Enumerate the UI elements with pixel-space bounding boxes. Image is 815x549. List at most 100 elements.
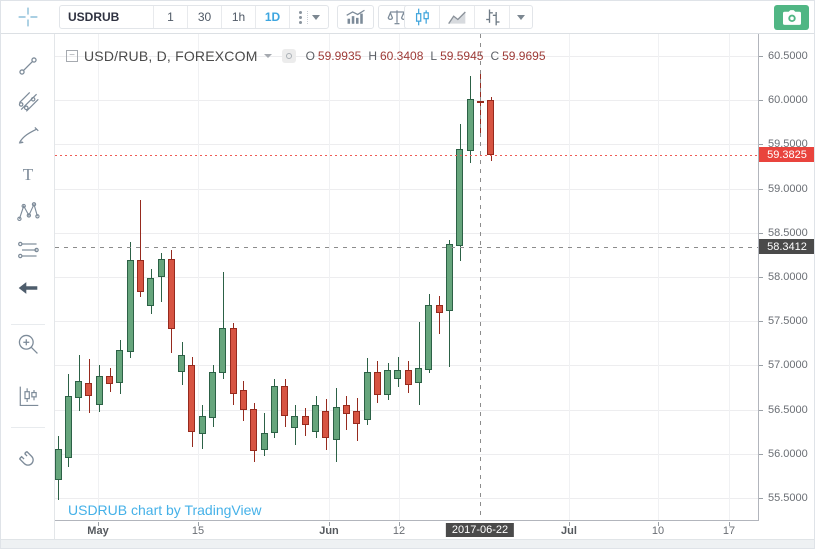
text-tool[interactable]: T [14,160,42,188]
eye-icon[interactable] [281,49,296,63]
crosshair-price-badge: 58.3412 [759,239,814,254]
tradingview-attribution-link[interactable]: USDRUB chart by TradingView [68,502,262,518]
top-toolbar: USDRUB 1 30 1h 1D [1,1,814,34]
candle-body [343,405,350,414]
price-axis[interactable]: 60.5000 60.0000 59.5000 59.0000 58.5000 58.00… [759,34,814,521]
legend: − USD/RUB, D, FOREXCOM O 59.9935 H 60.3408… [66,48,546,64]
crosshair-vertical-line [480,34,481,520]
interval-1h-button[interactable]: 1h [222,6,256,28]
forecast-tool[interactable] [14,236,42,264]
candle-body [219,328,226,374]
candle-body [322,411,329,438]
bars-style-button[interactable] [475,6,510,28]
candle-wick [419,322,420,406]
trend-line-tool[interactable] [14,52,42,80]
time-tick-label: 15 [191,525,205,537]
candles-style-button[interactable] [405,6,440,28]
more-intervals-button[interactable] [290,6,328,28]
symbol-field[interactable]: USDRUB [60,6,154,28]
crosshair-date-badge: 2017-06-22 [445,523,515,537]
price-tick-label: 60.0000 [768,94,808,107]
collapse-icon[interactable]: − [66,50,78,62]
candle-body [250,408,257,452]
candle-body [405,369,412,385]
price-tick-label: 58.0000 [768,271,808,283]
xabcd-pattern-tool[interactable] [14,198,42,226]
area-chart-icon [448,11,466,25]
interval-1m-button[interactable]: 1 [154,6,188,28]
indicators-icon [345,9,365,24]
price-tick-label: 57.5000 [768,315,808,328]
time-tick-label: 12 [392,525,406,537]
time-tick-label: 10 [651,525,665,537]
candle-body [65,396,72,459]
candle-body [487,100,494,155]
chart-pane[interactable]: − USD/RUB, D, FOREXCOM O 59.9935 H 60.3408… [55,34,759,521]
crosshair-tool-button[interactable] [1,1,55,33]
candle-body [384,369,391,395]
candle-body [158,259,165,277]
chevron-down-icon [311,14,320,20]
candles-icon [415,8,429,26]
interval-1d-button[interactable]: 1D [256,6,290,28]
chevron-down-icon [517,14,525,20]
time-axis[interactable]: May 15 Jun 12 Jul 10 17 2017-06-22 [55,522,759,538]
zoom-in-icon [18,334,38,354]
legend-title: USD/RUB, D, FOREXCOM [84,48,258,64]
candle-body [188,365,195,432]
sidebar-separator [11,427,45,428]
hide-drawings-arrow[interactable] [14,274,42,302]
candle-body [415,368,422,384]
pitchfork-icon [18,92,39,112]
zoom-in-tool[interactable] [14,330,42,358]
last-price-line [55,155,758,156]
candle-body [446,244,453,311]
area-style-button[interactable] [440,6,475,28]
open-value: 59.9935 [317,49,362,63]
arrow-left-icon [18,282,38,294]
chart-type-group [404,5,533,29]
symbol-interval-group: USDRUB 1 30 1h 1D [59,5,329,29]
candle-body [55,449,62,481]
candle-body [209,371,216,419]
high-value: 60.3408 [379,49,424,63]
bar-pattern-tool[interactable] [14,382,42,410]
candle-body [230,328,237,394]
brush-icon [18,127,39,144]
time-tick-label: May [87,525,109,537]
xabcd-pattern-icon [17,202,40,222]
candle-body [374,371,381,396]
candle-body [394,369,401,380]
svg-text:T: T [23,165,34,184]
trend-line-icon [19,57,37,75]
candle-body [106,376,113,384]
candle-body [467,99,474,151]
candle-body [456,148,463,246]
pitchfork-tool[interactable] [14,87,42,115]
candle-body [75,381,82,399]
chevron-down-icon[interactable] [263,54,272,58]
candle-body [137,260,144,292]
snapshot-button[interactable] [774,5,809,30]
candle-body [302,415,309,426]
price-tick-label: 57.0000 [768,359,808,372]
candle-body [291,415,298,429]
candle-body [261,432,268,451]
candle-body [168,259,175,330]
candle-body [147,277,154,307]
more-styles-button[interactable] [510,6,532,28]
price-tick-label: 56.5000 [768,403,808,416]
interval-30m-button[interactable]: 30 [188,6,222,28]
brush-tool[interactable] [14,122,42,150]
price-tick-label: 56.0000 [768,447,808,460]
camera-icon [782,10,801,25]
text-icon: T [23,165,34,184]
magnet-tool[interactable] [14,446,42,474]
last-price-badge: 59.3825 [759,147,814,162]
ohlc-bars-icon [486,9,500,26]
price-tick-label: 59.0000 [768,182,808,195]
magnet-icon [19,451,34,466]
bottom-band [1,539,814,548]
indicators-button[interactable] [337,5,374,29]
candle-body [240,390,247,411]
